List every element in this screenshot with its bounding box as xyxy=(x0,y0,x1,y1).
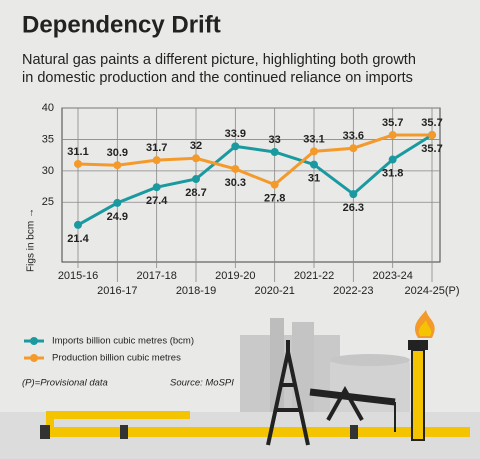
x-tick-label: 2016-17 xyxy=(97,285,137,297)
data-label: 27.8 xyxy=(264,193,285,205)
x-tick-label: 2018-19 xyxy=(176,285,216,297)
data-label: 27.4 xyxy=(146,195,168,207)
point xyxy=(270,180,279,189)
data-label: 26.3 xyxy=(343,202,364,214)
x-tick-label: 2024-25(P) xyxy=(404,285,459,297)
data-label: 35.7 xyxy=(421,143,442,155)
data-label: 31.1 xyxy=(67,146,88,158)
subtitle: in domestic production and the continued… xyxy=(22,70,413,86)
x-tick-label: 2023-24 xyxy=(372,270,412,282)
point xyxy=(74,220,82,229)
y-tick-label: 35 xyxy=(42,133,54,145)
series-line xyxy=(77,133,433,227)
illustration xyxy=(0,310,480,459)
x-tick-label: 2019-20 xyxy=(215,270,255,282)
point xyxy=(388,155,397,164)
data-label: 35.7 xyxy=(421,117,442,129)
point xyxy=(388,131,397,140)
point xyxy=(310,160,318,169)
y-tick-label: 30 xyxy=(42,165,54,177)
point xyxy=(231,142,240,151)
x-tick-label: 2015-16 xyxy=(58,270,98,282)
subtitle: Natural gas paints a different picture, … xyxy=(22,52,416,68)
chart-title: Dependency Drift xyxy=(22,11,221,38)
x-tick-label: 2020-21 xyxy=(254,285,294,297)
x-tick-label: 2021-22 xyxy=(294,270,334,282)
point xyxy=(310,147,318,156)
point xyxy=(349,144,358,153)
data-label: 33.1 xyxy=(303,133,324,145)
source: Source: MoSPI xyxy=(170,378,234,389)
data-label: 33 xyxy=(269,134,281,146)
data-label: 32 xyxy=(190,140,202,152)
legend-swatch xyxy=(30,337,38,345)
point xyxy=(152,156,161,165)
legend-swatch xyxy=(30,354,38,362)
data-label: 33.9 xyxy=(225,128,246,140)
data-label: 24.9 xyxy=(107,211,128,223)
x-tick-label: 2022-23 xyxy=(333,285,373,297)
data-label: 21.4 xyxy=(67,233,89,245)
y-tick-label: 25 xyxy=(42,196,54,208)
x-tick-label: 2017-18 xyxy=(136,270,176,282)
point xyxy=(74,159,82,168)
series-line xyxy=(77,133,432,187)
data-label: 35.7 xyxy=(382,117,403,129)
data-label: 31 xyxy=(308,172,320,184)
point xyxy=(270,148,279,156)
point xyxy=(192,154,200,163)
point xyxy=(113,161,122,170)
y-tick-label: 40 xyxy=(42,102,54,114)
data-label: 31.7 xyxy=(146,142,167,154)
data-label: 30.3 xyxy=(225,177,246,189)
data-label: 33.6 xyxy=(343,130,364,142)
note: (P)=Provisional data xyxy=(22,378,108,389)
point xyxy=(152,183,161,192)
data-label: 30.9 xyxy=(107,147,128,159)
legend-label: Production billion cubic metres xyxy=(52,353,181,364)
point xyxy=(113,198,122,207)
data-label: 28.7 xyxy=(185,187,206,199)
point xyxy=(192,175,200,184)
legend-label: Imports billion cubic metres (bcm) xyxy=(52,336,194,347)
point xyxy=(231,164,240,173)
point xyxy=(349,190,358,199)
y-axis-label: Figs in bcm → xyxy=(26,208,37,272)
data-label: 31.8 xyxy=(382,167,403,179)
point xyxy=(428,131,436,140)
